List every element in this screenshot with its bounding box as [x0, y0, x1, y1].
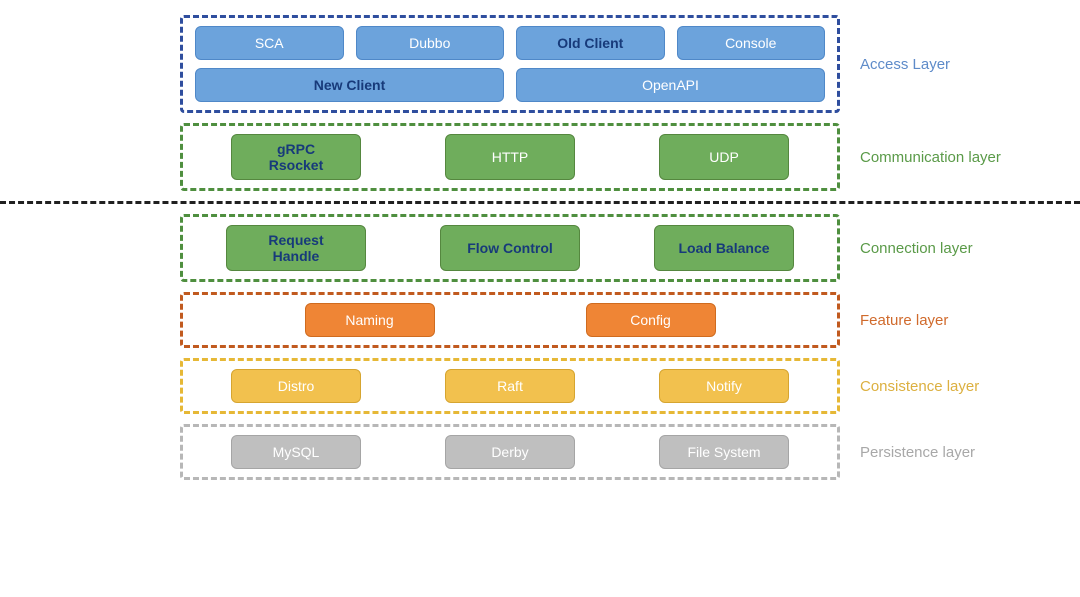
access-row-2: New Client OpenAPI [195, 68, 825, 102]
node-grpc-rsocket: gRPC Rsocket [231, 134, 361, 180]
connection-layer-label: Connection layer [840, 214, 1060, 282]
node-sca: SCA [195, 26, 344, 60]
node-udp: UDP [659, 134, 789, 180]
connection-layer-box: Request Handle Flow Control Load Balance [180, 214, 840, 282]
consistence-layer-box: Distro Raft Notify [180, 358, 840, 414]
node-flow-control: Flow Control [440, 225, 580, 271]
communication-layer-label: Communication layer [840, 123, 1060, 191]
persistence-row: MySQL Derby File System [195, 435, 825, 469]
feature-layer-label: Feature layer [840, 292, 1060, 348]
feature-layer-box: Naming Config [180, 292, 840, 348]
communication-layer-box: gRPC Rsocket HTTP UDP [180, 123, 840, 191]
section-divider [0, 201, 1080, 204]
persistence-layer-row: MySQL Derby File System Persistence laye… [0, 424, 1080, 480]
node-derby: Derby [445, 435, 575, 469]
node-dubbo: Dubbo [356, 26, 505, 60]
connection-layer-row: Request Handle Flow Control Load Balance… [0, 214, 1080, 282]
node-load-balance: Load Balance [654, 225, 794, 271]
node-raft: Raft [445, 369, 575, 403]
feature-row: Naming Config [195, 303, 825, 337]
persistence-layer-box: MySQL Derby File System [180, 424, 840, 480]
node-request-handle: Request Handle [226, 225, 366, 271]
node-mysql: MySQL [231, 435, 361, 469]
node-old-client: Old Client [516, 26, 665, 60]
node-console: Console [677, 26, 826, 60]
node-http: HTTP [445, 134, 575, 180]
communication-row: gRPC Rsocket HTTP UDP [195, 134, 825, 180]
consistence-layer-label: Consistence layer [840, 358, 1060, 414]
node-new-client: New Client [195, 68, 504, 102]
node-naming: Naming [305, 303, 435, 337]
consistence-layer-row: Distro Raft Notify Consistence layer [0, 358, 1080, 414]
node-file-system: File System [659, 435, 789, 469]
node-distro: Distro [231, 369, 361, 403]
node-config: Config [586, 303, 716, 337]
access-layer-label: Access Layer [840, 15, 1060, 113]
communication-layer-row: gRPC Rsocket HTTP UDP Communication laye… [0, 123, 1080, 191]
access-layer-row: SCA Dubbo Old Client Console New Client … [0, 15, 1080, 113]
node-notify: Notify [659, 369, 789, 403]
persistence-layer-label: Persistence layer [840, 424, 1060, 480]
access-row-1: SCA Dubbo Old Client Console [195, 26, 825, 60]
connection-row: Request Handle Flow Control Load Balance [195, 225, 825, 271]
feature-layer-row: Naming Config Feature layer [0, 292, 1080, 348]
access-layer-box: SCA Dubbo Old Client Console New Client … [180, 15, 840, 113]
consistence-row: Distro Raft Notify [195, 369, 825, 403]
node-openapi: OpenAPI [516, 68, 825, 102]
